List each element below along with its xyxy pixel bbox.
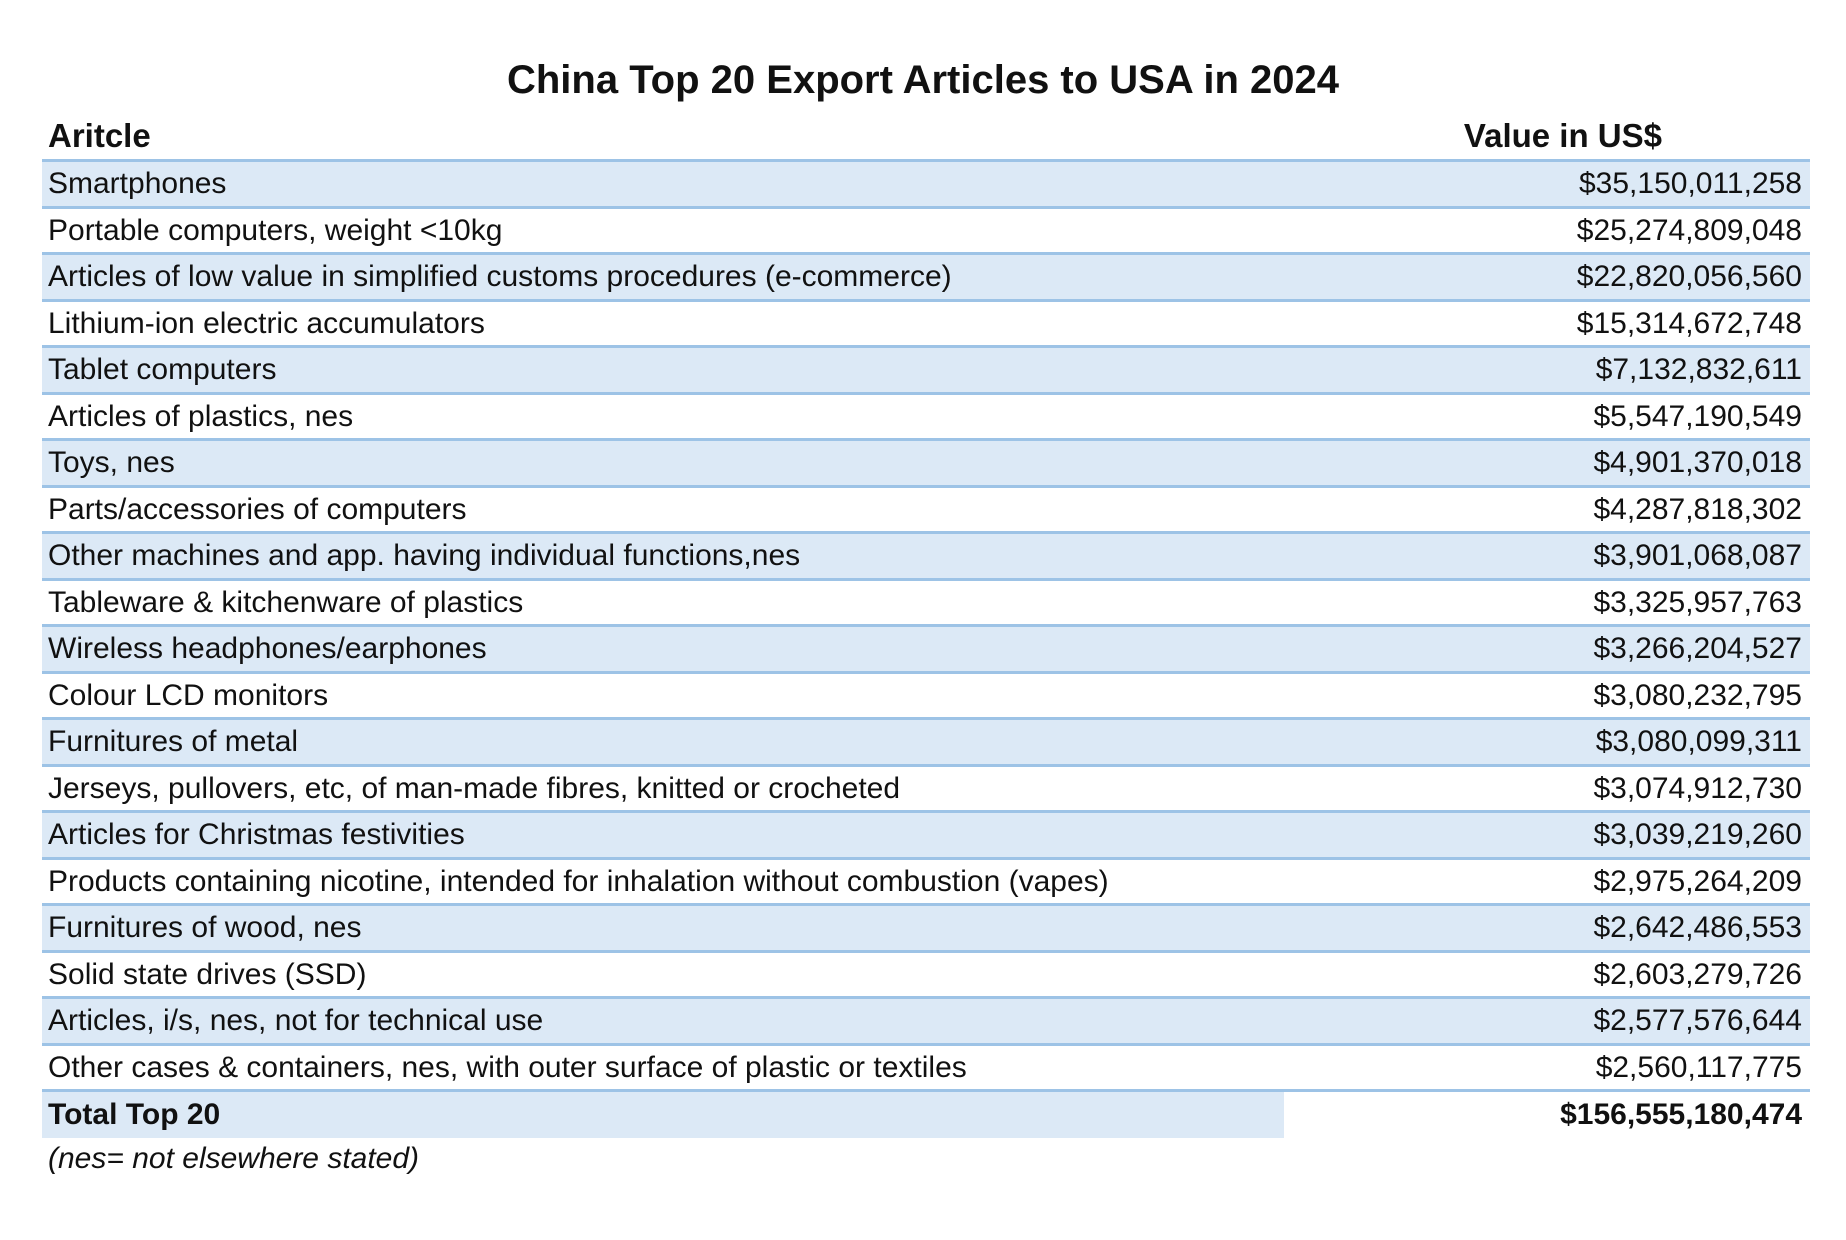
article-cell: Portable computers, weight <10kg <box>48 213 503 247</box>
value-cell: $2,975,264,209 <box>1593 864 1802 898</box>
article-cell: Wireless headphones/earphones <box>48 632 487 665</box>
table-row: Toys, nes $4,901,370,018 <box>42 441 1810 488</box>
table-title: China Top 20 Export Articles to USA in 2… <box>506 58 1340 102</box>
value-cell: $22,820,056,560 <box>1576 260 1802 293</box>
article-cell: Solid state drives (SSD) <box>48 957 367 991</box>
table-row: Tablet computers $7,132,832,611 <box>42 348 1810 395</box>
article-cell: Lithium-ion electric accumulators <box>48 306 485 340</box>
table-row: Smartphones $35,150,011,258 <box>42 162 1810 209</box>
value-cell: $35,150,011,258 <box>1579 167 1802 200</box>
value-cell: $3,266,204,527 <box>1593 632 1802 665</box>
article-cell: Tablet computers <box>48 353 277 386</box>
article-cell: Articles of plastics, nes <box>48 399 354 433</box>
article-cell: Jerseys, pullovers, etc, of man-made fib… <box>48 771 901 805</box>
value-cell: $2,560,117,775 <box>1595 1050 1802 1084</box>
table-row: Tableware & kitchenware of plastics $3,32… <box>42 581 1810 627</box>
table-row: Other cases & containers, nes, with oute… <box>42 1046 1810 1092</box>
value-cell: $3,325,957,763 <box>1593 585 1802 619</box>
table-row: Articles, i/s, nes, not for technical us… <box>42 999 1810 1046</box>
table-row: Articles of plastics, nes $5,547,190,549 <box>42 395 1810 441</box>
value-cell: $5,547,190,549 <box>1593 399 1802 433</box>
table-row: Jerseys, pullovers, etc, of man-made fib… <box>42 767 1810 813</box>
export-table: Aritcle Value in US$ Smartphones $35,150,… <box>42 110 1810 1138</box>
table-row: Colour LCD monitors $3,080,232,795 <box>42 674 1810 720</box>
table-row: Wireless headphones/earphones $3,266,204,… <box>42 627 1810 674</box>
value-cell: $3,080,232,795 <box>1593 678 1802 712</box>
table-row: Lithium-ion electric accumulators $15,314… <box>42 302 1810 348</box>
article-cell: Colour LCD monitors <box>48 678 329 712</box>
article-cell: Furnitures of metal <box>48 725 299 758</box>
table-body: Smartphones $35,150,011,258 Portable compu… <box>42 162 1810 1092</box>
article-cell: Products containing nicotine, intended f… <box>48 864 1109 898</box>
total-row-highlight <box>42 1092 1284 1138</box>
table-row: Articles of low value in simplified cust… <box>42 255 1810 302</box>
article-cell: Parts/accessories of computers <box>48 492 467 526</box>
table-row: Articles for Christmas festivities $3,039… <box>42 813 1810 860</box>
table-row: Furnitures of metal $3,080,099,311 <box>42 720 1810 767</box>
value-cell: $4,901,370,018 <box>1593 446 1802 479</box>
table-row: Solid state drives (SSD) $2,603,279,726 <box>42 953 1810 999</box>
table-header-row: Aritcle Value in US$ <box>42 110 1810 162</box>
total-row: Total Top 20 $156,555,180,474 <box>42 1092 1810 1138</box>
value-cell: $25,274,809,048 <box>1576 213 1802 247</box>
article-cell: Smartphones <box>48 167 227 200</box>
total-label: Total Top 20 <box>48 1098 221 1131</box>
article-cell: Articles, i/s, nes, not for technical us… <box>48 1004 544 1037</box>
article-cell: Other machines and app. having individua… <box>48 539 801 572</box>
footnote: (nes= not elsewhere stated) <box>48 1142 420 1175</box>
table-row: Furnitures of wood, nes $2,642,486,553 <box>42 906 1810 953</box>
article-cell: Furnitures of wood, nes <box>48 911 362 944</box>
column-header-value: Value in US$ <box>1463 117 1662 154</box>
value-cell: $2,603,279,726 <box>1593 957 1802 991</box>
value-cell: $3,901,068,087 <box>1593 539 1802 572</box>
article-cell: Toys, nes <box>48 446 175 479</box>
article-cell: Other cases & containers, nes, with oute… <box>48 1050 967 1084</box>
total-value: $156,555,180,474 <box>1560 1098 1802 1131</box>
value-cell: $3,039,219,260 <box>1593 818 1802 851</box>
table-row: Other machines and app. having individua… <box>42 534 1810 581</box>
value-cell: $2,642,486,553 <box>1593 911 1802 944</box>
value-cell: $4,287,818,302 <box>1593 492 1802 526</box>
article-cell: Tableware & kitchenware of plastics <box>48 585 524 619</box>
value-cell: $2,577,576,644 <box>1593 1004 1802 1037</box>
article-cell: Articles of low value in simplified cust… <box>48 260 952 293</box>
value-cell: $3,074,912,730 <box>1593 771 1802 805</box>
table-row: Parts/accessories of computers $4,287,818… <box>42 488 1810 534</box>
table-row: Portable computers, weight <10kg $25,274,… <box>42 209 1810 255</box>
column-header-article: Aritcle <box>48 117 151 154</box>
table-row: Products containing nicotine, intended f… <box>42 860 1810 906</box>
article-cell: Articles for Christmas festivities <box>48 818 465 851</box>
value-cell: $3,080,099,311 <box>1595 725 1802 758</box>
value-cell: $15,314,672,748 <box>1576 306 1802 340</box>
value-cell: $7,132,832,611 <box>1595 353 1802 386</box>
